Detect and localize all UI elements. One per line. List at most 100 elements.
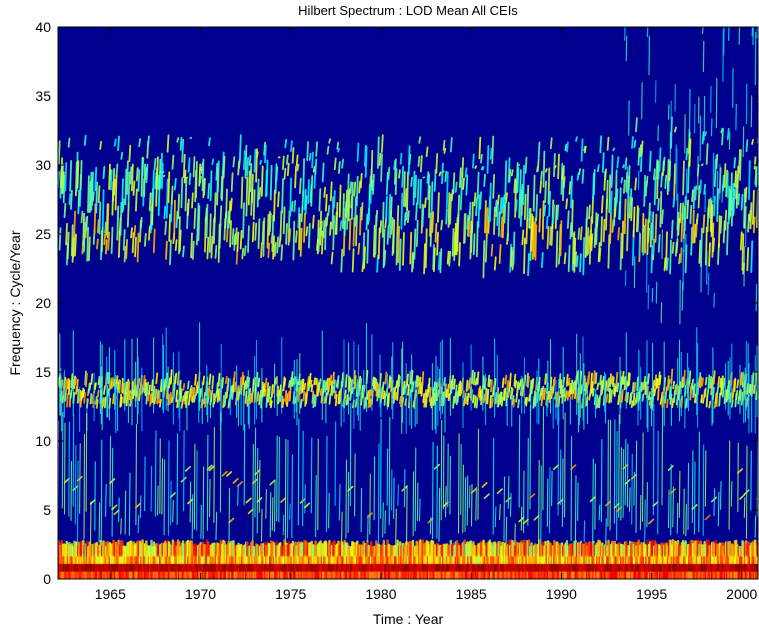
spectrum-mark-monthly [656,160,659,200]
spectrum-mark-monthly [295,154,299,167]
spectrum-mark-monthly [450,189,454,202]
spectrum-mark-fortnightly [601,375,605,391]
spectrum-mark-monthly [743,205,747,229]
spectrum-mark-intraseasonal [258,460,261,513]
spectrum-mark-monthly [679,247,683,264]
spectrum-mark-monthly [581,168,585,184]
spectrum-mark-fortnightly [96,389,100,398]
spectrum-mark-monthly [740,193,744,211]
spectrum-mark-monthly [83,134,87,147]
spectrum-mark-fortnightly [333,390,337,399]
spectrum-mark-monthly [240,176,244,209]
spectrum-mark-monthly [640,140,644,156]
spectrum-mark-fortnightly [122,382,125,394]
spectrum-mark-monthly [435,152,439,174]
spectrum-mark-fortnightly [595,394,599,409]
spectrum-mark-intraseasonal [161,458,164,515]
spectrum-mark-fortnightly [715,391,719,407]
spectrum-mark-monthly [476,171,480,199]
spectrum-mark-monthly [387,166,391,181]
spectrum-mark-monthly [410,176,414,187]
spectrum-mark-monthly [447,192,451,228]
spectrum-mark-intraseasonal [150,465,153,512]
spectrum-mark-monthly [525,217,529,245]
spectrum-mark-fortnightly [471,369,474,385]
spectrum-mark-monthly [713,195,716,217]
spectrum-mark-monthly [96,238,99,250]
spectrum-mark-monthly [238,134,242,161]
spectrum-mark-intraseasonal [628,487,631,512]
spectrum-mark-fortnightly [369,398,372,408]
spectrum-mark-monthly [458,167,462,188]
spectrum-mark-fortnightly [194,373,197,386]
spectrum-mark-monthly [671,241,675,254]
spectrum-mark-intraseasonal [609,419,612,531]
spectrum-mark-intraseasonal [540,465,542,547]
spectrum-mark-intraseasonal [418,498,421,522]
spectrum-mark-fortnightly [444,388,448,398]
spectrum-mark-intraseasonal [170,480,172,526]
spectrum-mark-fortnightly [287,391,290,403]
spectrum-mark-fortnightly [411,381,415,393]
spectrum-mark-monthly [691,189,694,203]
spectrum-mark-fortnightly [707,374,711,390]
spectrum-mark-fortnightly [348,377,352,392]
spectrum-mark-fortnightly [683,369,686,385]
spectrum-mark-monthly [531,215,534,240]
spectrum-mark-monthly [337,147,340,153]
spectrum-mark-monthly [206,236,210,260]
spectrum-mark-monthly [284,138,288,149]
spectrum-mark-intraseasonal [200,504,202,539]
spectrum-mark-monthly [419,155,423,173]
spectrum-mark-intraseasonal [384,510,386,534]
spectrum-mark-monthly [379,220,383,234]
spectrum-mark-fortnightly [351,386,354,395]
spectrum-mark-intraseasonal [520,506,523,531]
spectrum-mark-monthly [201,158,205,192]
spectrum-mark-monthly [409,231,413,265]
spectrum-mark-intraseasonal [577,482,579,522]
spectrum-mark-fortnightly [500,396,504,407]
spectrum-mark-monthly [216,160,220,193]
spectrum-mark-fortnightly [565,373,569,387]
spectrum-mark-fortnightly [708,400,712,409]
spectrum-mark-intraseasonal [271,497,274,531]
spectrum-mark-monthly [466,214,470,230]
spectrum-mark-fortnightly [111,377,114,389]
spectrum-mark-fortnightly [334,393,338,407]
spectrum-mark-monthly [479,191,483,210]
spectrum-mark-monthly [73,210,76,239]
spectrum-mark-intraseasonal [447,443,449,508]
spectrum-mark-monthly [726,221,729,256]
spectrum-mark-monthly [701,131,705,145]
spectrum-mark-fortnightly [473,395,477,408]
spectrum-mark-fortnightly [717,375,721,386]
spectrum-mark-monthly [181,138,185,163]
spectrum-mark-intraseasonal [167,440,170,536]
spectrum-mark-intraseasonal [704,450,707,507]
spectrum-mark-monthly [448,250,452,267]
y-tick-label: 40 [35,19,51,35]
spectrum-mark-monthly [634,177,637,191]
spectrum-mark-fortnightly [179,388,183,402]
spectrum-mark-monthly [498,243,502,265]
spectrum-mark-monthly [107,231,111,251]
spectrum-mark-monthly [674,126,677,133]
spectrum-mark-intraseasonal [206,434,209,532]
spectrum-mark-intraseasonal [551,470,553,507]
spectrum-mark-monthly [399,152,403,165]
spectrum-mark-monthly [669,239,672,275]
spectrum-mark-fortnightly [479,389,483,401]
spectrum-mark-intraseasonal [481,482,488,488]
spectrum-mark-fortnightly [344,374,348,388]
spectrum-mark-fortnightly [94,382,97,390]
spectrum-mark-fortnightly [290,371,294,387]
spectrum-mark-monthly [705,226,708,266]
spectrum-mark-monthly [263,141,267,156]
spectrum-mark-monthly [559,220,563,257]
spectrum-mark-fortnightly [112,393,115,405]
spectrum-mark-monthly [523,193,527,221]
x-tick-label: 1975 [275,586,306,602]
spectrum-mark-fortnightly [371,376,375,387]
spectrum-mark-monthly [307,222,311,249]
